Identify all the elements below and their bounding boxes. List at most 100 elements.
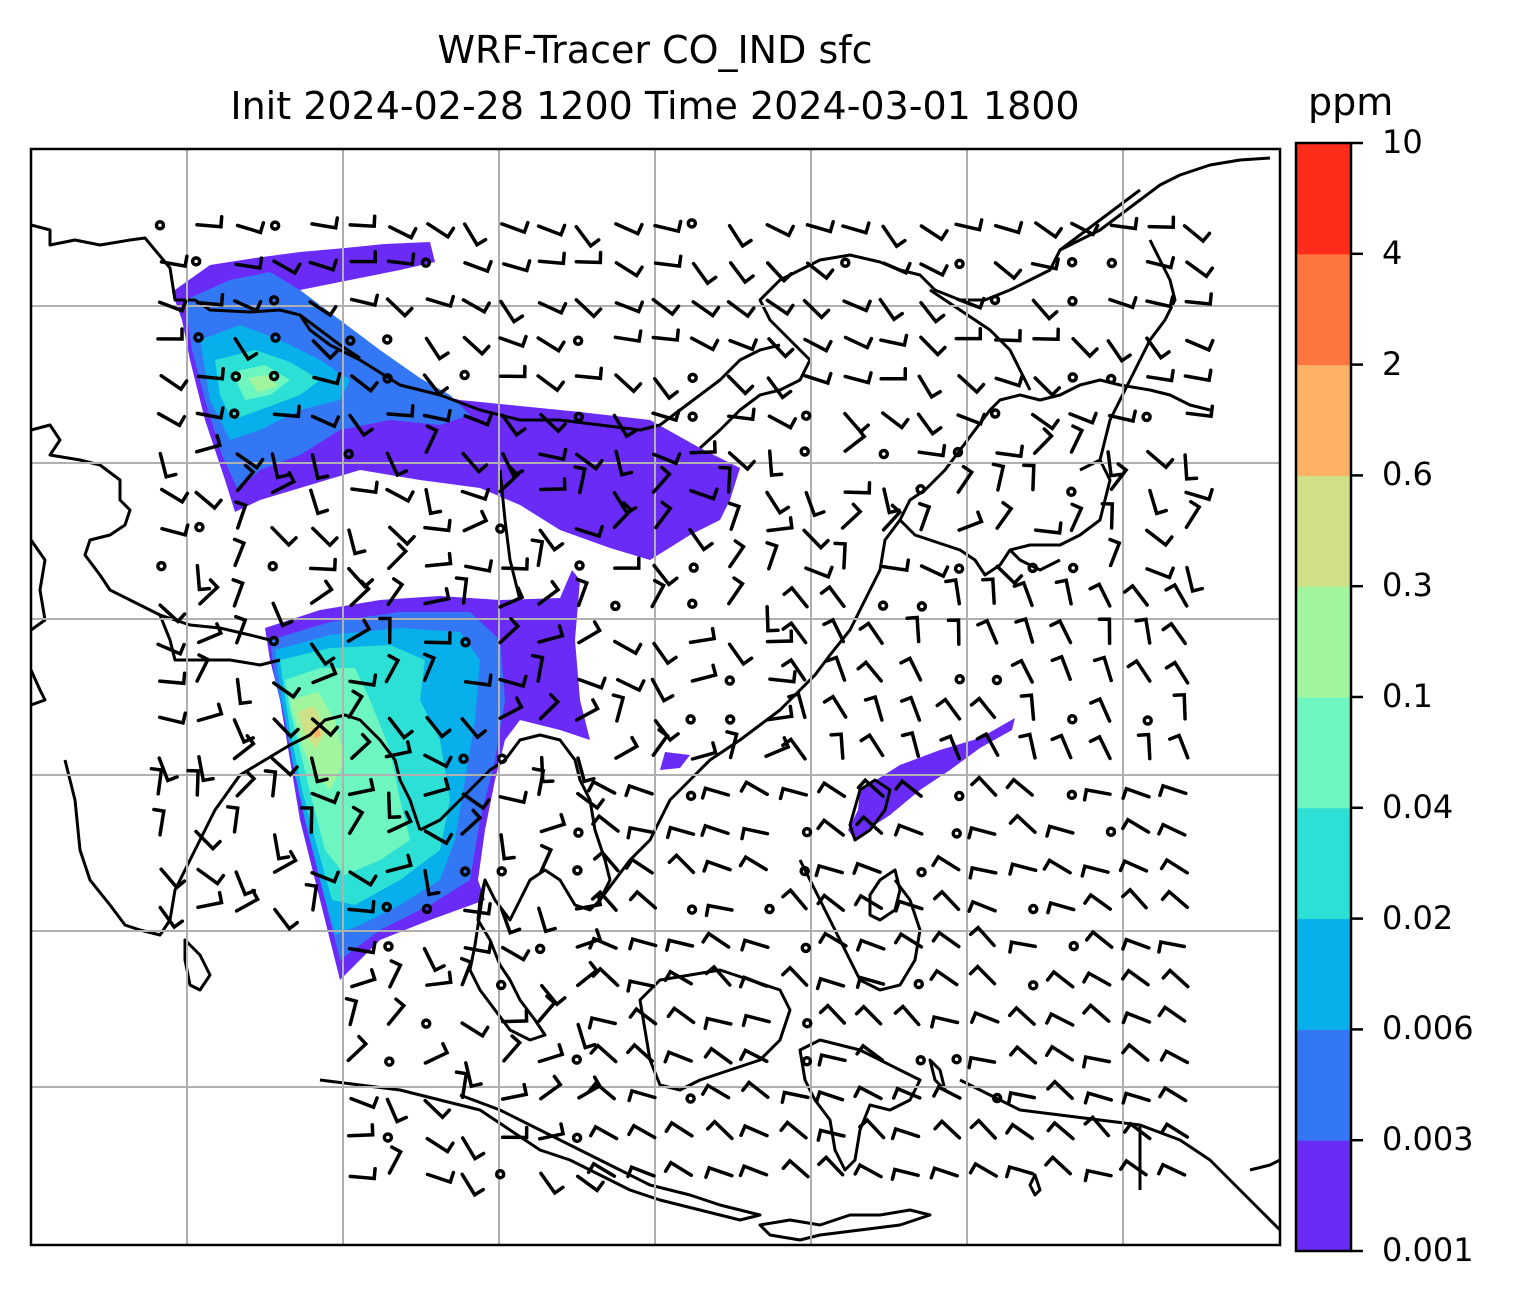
wind-barb: [881, 224, 907, 249]
wind-barb: [968, 964, 997, 986]
wind-barb: [704, 1165, 734, 1179]
wind-barb: [705, 1119, 734, 1141]
wind-barb: [498, 364, 527, 379]
wind-barb: [803, 371, 833, 386]
wind-barb: [1118, 1158, 1148, 1177]
wind-barb: [929, 968, 959, 987]
wind-barb: [1120, 968, 1150, 987]
wind-barb: [653, 719, 680, 743]
wind-barb: [740, 826, 770, 841]
wind-barb: [574, 298, 603, 319]
wind-barb: [423, 587, 451, 606]
wind-barb: [816, 1128, 846, 1142]
wind-barb: [234, 888, 260, 913]
wind-barb: [459, 956, 474, 987]
tracer-plume-south: [265, 570, 590, 980]
wind-barb: [1156, 1162, 1187, 1177]
wind-barb: [197, 755, 215, 783]
wind-barb: [1088, 734, 1112, 761]
wind-barb: [460, 487, 491, 502]
wind-barb: [588, 936, 618, 950]
wind-barb: [1122, 1121, 1152, 1141]
wind-barb: [158, 905, 185, 930]
wind-barb: [463, 940, 493, 955]
wind-barb: [863, 694, 884, 722]
wind-barb: [905, 615, 921, 644]
wind-barb: [1007, 1005, 1036, 1026]
wind-barb: [881, 558, 911, 573]
wind-barb: [1100, 501, 1115, 530]
wind-barb: [234, 256, 264, 270]
wind-barb: [310, 870, 340, 884]
wind-barb: [590, 889, 618, 912]
wind-barb: [501, 452, 525, 478]
calm-wind-marker: [1027, 980, 1039, 991]
wind-barb: [498, 586, 525, 609]
wind-barb: [386, 403, 415, 418]
wind-barb: [740, 938, 770, 952]
calm-wind-marker: [268, 295, 280, 306]
calm-wind-marker: [685, 1093, 696, 1104]
wind-barb: [198, 578, 220, 606]
wind-barb: [537, 624, 565, 644]
calm-wind-marker: [496, 753, 508, 764]
wind-barb: [1008, 1044, 1038, 1065]
wind-barb: [384, 653, 401, 684]
wind-barb: [574, 250, 603, 265]
wind-barb: [501, 557, 529, 571]
wind-barb: [842, 299, 872, 313]
wind-barb: [309, 579, 334, 605]
wind-barb: [1121, 817, 1151, 834]
calm-wind-marker: [991, 674, 1003, 686]
wind-barb: [1185, 565, 1205, 594]
wind-barb: [919, 300, 946, 325]
wind-barb: [1050, 654, 1072, 682]
calm-wind-marker: [954, 790, 965, 802]
wind-barb: [803, 337, 833, 353]
wind-barb: [1121, 786, 1151, 800]
wind-barb: [651, 297, 681, 317]
wind-barb: [349, 579, 371, 608]
wind-barb: [967, 825, 997, 840]
wind-barb: [1005, 777, 1034, 797]
wind-barb: [348, 870, 378, 888]
wind-barb: [156, 327, 184, 341]
wind-barb: [1120, 887, 1148, 910]
wind-barb: [650, 677, 675, 703]
wind-barb: [804, 565, 834, 580]
wind-barb: [627, 1123, 657, 1140]
colorbar-bin: [1296, 364, 1351, 476]
wind-barb: [1046, 1079, 1074, 1101]
wind-barb: [1107, 409, 1137, 424]
wind-barb: [454, 576, 469, 605]
colorbar-bin: [1296, 143, 1351, 255]
wind-barb: [539, 477, 567, 492]
colorbar-ticks: [1351, 141, 1363, 1253]
wind-barb: [347, 940, 377, 955]
wind-barb: [575, 1174, 605, 1193]
wind-barb: [539, 1074, 563, 1101]
wind-barb: [1160, 889, 1190, 910]
wind-barb: [930, 1015, 960, 1029]
wind-barb: [156, 411, 187, 428]
wind-barb: [613, 329, 643, 343]
wind-barb: [613, 556, 641, 570]
map-title-line2: Init 2024-02-28 1200 Time 2024-03-01 180…: [230, 84, 1080, 128]
wind-barb: [461, 298, 491, 315]
wind-barb: [386, 997, 407, 1026]
wind-barb: [765, 223, 795, 238]
wind-barb: [768, 670, 797, 684]
wind-barb: [815, 976, 846, 991]
wind-barb: [825, 655, 847, 682]
wind-barb: [651, 452, 682, 466]
calm-wind-marker: [267, 561, 279, 572]
wind-barb: [530, 653, 545, 683]
wind-barb: [1012, 580, 1034, 608]
wind-barb: [385, 451, 409, 478]
wind-barb: [385, 487, 415, 504]
wind-barb: [691, 300, 721, 319]
calm-wind-marker: [1068, 940, 1080, 952]
wind-barb: [149, 766, 164, 796]
calm-wind-marker: [801, 826, 813, 838]
calm-wind-marker: [915, 484, 926, 495]
